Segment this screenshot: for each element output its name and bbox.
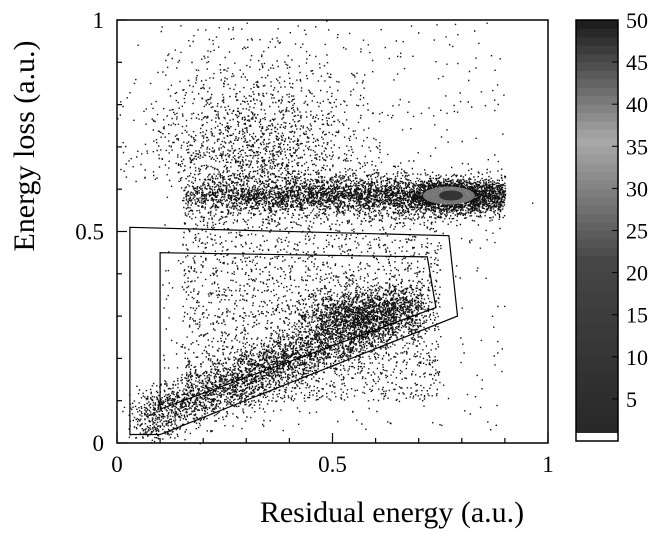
colorbar-tick-label: 20 <box>626 261 648 286</box>
colorbar-segment <box>576 407 618 417</box>
colorbar-segment <box>576 272 618 282</box>
colorbar-segment <box>576 222 618 231</box>
colorbar-segment <box>576 28 618 38</box>
y-tick-label: 0.5 <box>75 220 104 245</box>
colorbar-segment <box>576 112 618 122</box>
colorbar-segment <box>576 306 618 316</box>
colorbar-segment <box>576 348 618 358</box>
colorbar-tick-label: 30 <box>626 176 648 201</box>
colorbar-segment <box>576 365 618 375</box>
colorbar-segment <box>576 213 618 223</box>
y-tick-label: 1 <box>93 8 105 33</box>
colorbar-tick-label: 5 <box>626 387 637 412</box>
gate-polygon-2 <box>159 252 437 411</box>
colorbar-tick-label: 10 <box>626 345 648 370</box>
colorbar-segment <box>576 53 618 63</box>
colorbar-segment <box>576 323 618 332</box>
colorbar-tick-label: 25 <box>626 219 648 244</box>
colorbar-segment <box>576 339 618 349</box>
axis-ticks: 0 0.5 1 0 0.5 1 <box>75 8 554 477</box>
colorbar-segment <box>576 314 618 324</box>
colorbar-segment <box>576 121 618 130</box>
colorbar-segment <box>576 129 618 139</box>
colorbar-segment <box>576 230 618 240</box>
colorbar-tick-label: 40 <box>626 92 648 117</box>
colorbar-segment <box>576 70 618 80</box>
colorbar-segment <box>576 297 618 307</box>
colorbar-segment <box>576 87 618 97</box>
scatter-points <box>117 20 534 445</box>
colorbar-segment <box>576 373 618 383</box>
colorbar-segment <box>576 424 618 433</box>
colorbar-segment <box>576 163 618 172</box>
colorbar-segment <box>576 45 618 55</box>
colorbar-segment <box>576 62 618 71</box>
colorbar-tick-label: 50 <box>626 8 648 33</box>
colorbar-segment <box>576 188 618 198</box>
x-tick-label: 0 <box>111 452 123 477</box>
gates-layer <box>129 226 459 436</box>
colorbar-segment <box>576 179 618 189</box>
colorbar-tick-label: 45 <box>626 50 648 75</box>
gate-polygon-1 <box>129 226 459 436</box>
peak-density-core <box>439 190 464 201</box>
y-tick-label: 0 <box>93 431 105 456</box>
colorbar-segment <box>576 415 618 425</box>
colorbar-segment <box>576 382 618 391</box>
colorbar-segment <box>576 432 618 442</box>
colorbar-segment <box>576 238 618 248</box>
x-tick-label: 1 <box>542 452 554 477</box>
colorbar-segment <box>576 137 618 147</box>
colorbar-tick-label: 35 <box>626 134 648 159</box>
colorbar-segment <box>576 205 618 215</box>
colorbar-segment <box>576 78 618 88</box>
colorbar-segment <box>576 281 618 290</box>
colorbar-segment <box>576 146 618 156</box>
colorbar-segment <box>576 95 618 105</box>
x-tick-label: 0.5 <box>318 452 347 477</box>
colorbar-segment <box>576 154 618 164</box>
colorbar-segment <box>576 247 618 257</box>
colorbar-segment <box>576 398 618 408</box>
colorbar-segment <box>576 289 618 299</box>
colorbar-segment <box>576 36 618 46</box>
y-axis-label: Energy loss (a.u.) <box>8 40 41 251</box>
colorbar: 5 10 15 20 25 30 35 40 45 50 <box>575 8 648 442</box>
colorbar-segment <box>576 196 618 206</box>
scatter-layer <box>117 20 534 445</box>
colorbar-segment <box>576 171 618 181</box>
x-axis-label: Residual energy (a.u.) <box>260 496 524 529</box>
colorbar-segment <box>576 331 618 341</box>
colorbar-segment <box>576 104 618 114</box>
colorbar-segment <box>576 20 618 29</box>
colorbar-segment <box>576 255 618 265</box>
colorbar-tick-label: 15 <box>626 303 648 328</box>
colorbar-segment <box>576 264 618 273</box>
colorbar-segment <box>576 390 618 400</box>
colorbar-segment <box>576 356 618 366</box>
